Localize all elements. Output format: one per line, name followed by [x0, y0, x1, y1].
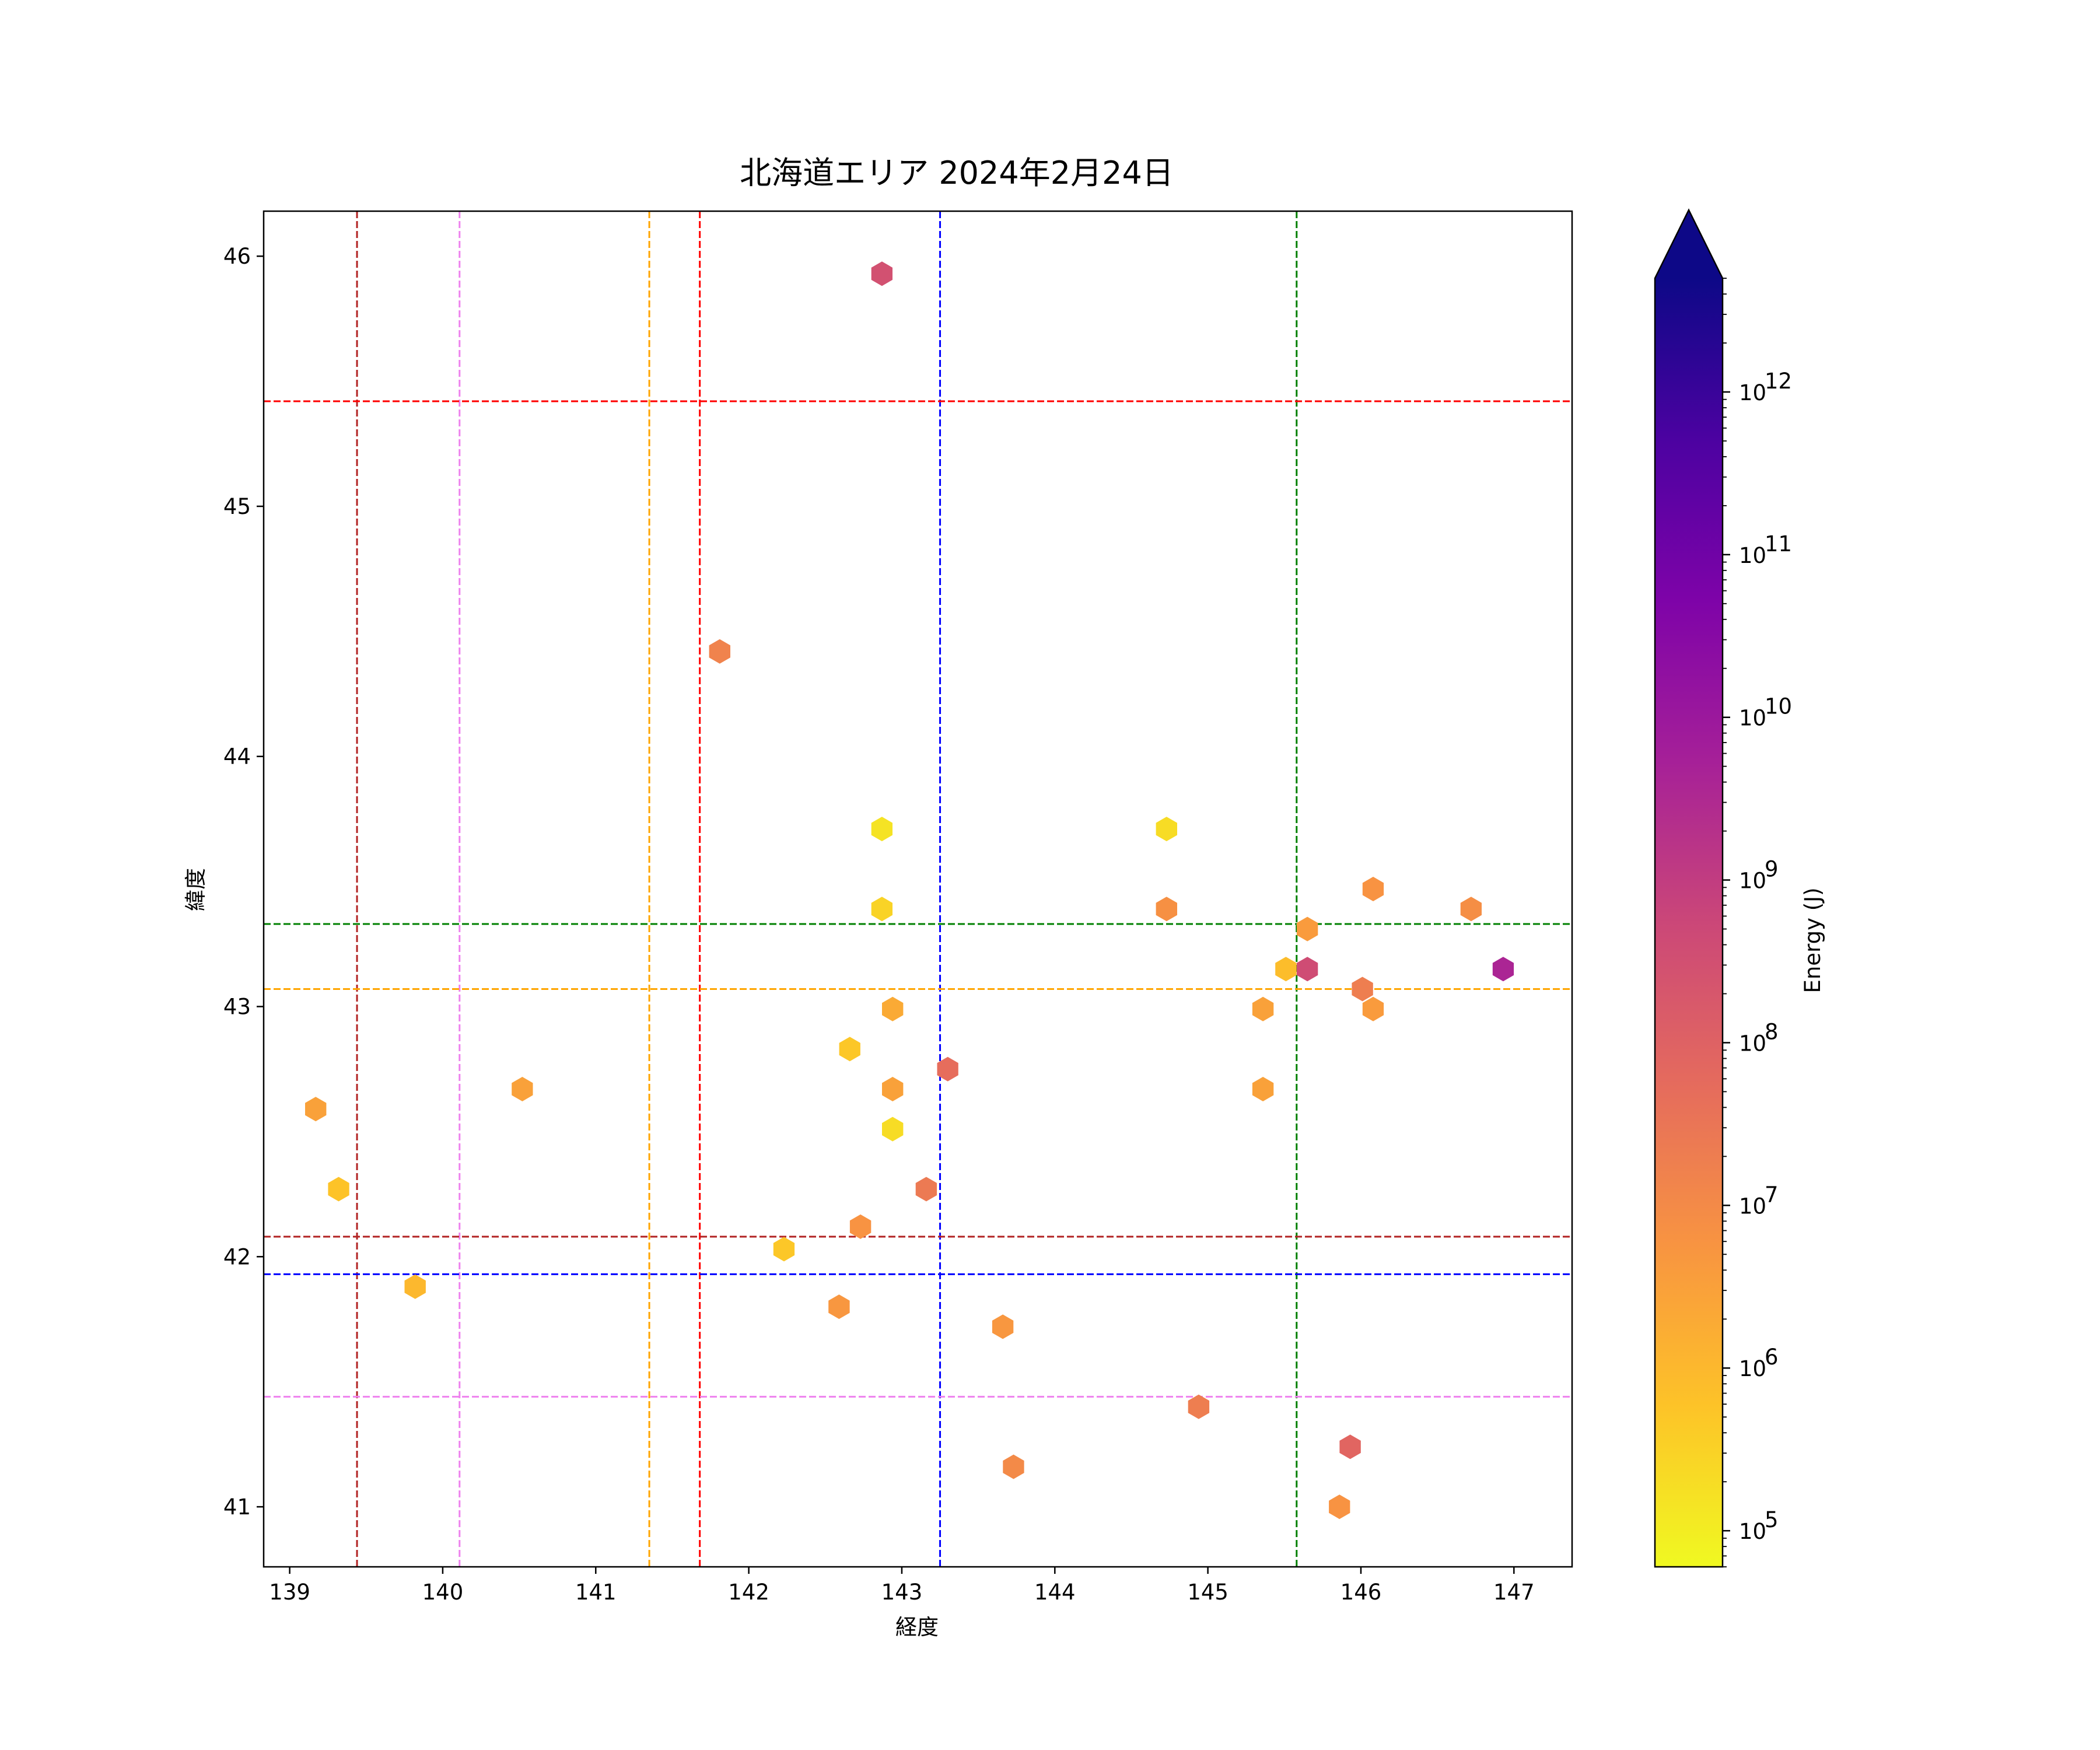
x-tick-label-7: 146 — [1340, 1580, 1382, 1605]
data-point-8 — [1297, 916, 1318, 942]
y-axis-label: 緯度 — [183, 868, 208, 911]
data-point-22 — [882, 1116, 904, 1142]
colorbar-tick-base-2: 10 — [1739, 1194, 1766, 1219]
data-point-30 — [1188, 1394, 1210, 1419]
data-point-24 — [915, 1177, 937, 1202]
data-point-31 — [1339, 1434, 1361, 1460]
colorbar-tick-base-3: 10 — [1739, 1031, 1766, 1056]
x-tick-label-3: 142 — [728, 1580, 769, 1605]
data-point-6 — [1362, 877, 1384, 901]
x-tick-label-4: 143 — [881, 1580, 923, 1605]
plot-frame — [262, 210, 1573, 1568]
x-tick-label-0: 139 — [269, 1580, 310, 1605]
y-tick-label-3: 44 — [223, 744, 251, 769]
chart-title: 北海道エリア 2024年2月24日 — [740, 155, 1174, 191]
data-point-28 — [828, 1294, 850, 1320]
colorbar-label: Energy (J) — [1800, 887, 1825, 993]
data-point-20 — [1252, 1077, 1274, 1101]
plot-background — [264, 211, 1572, 1567]
data-point-27 — [404, 1274, 426, 1299]
data-point-26 — [773, 1237, 795, 1262]
data-point-9 — [1275, 957, 1297, 982]
x-tick-label-2: 141 — [575, 1580, 617, 1605]
x-tick-label-8: 147 — [1493, 1580, 1535, 1605]
colorbar-tick-base-6: 10 — [1739, 543, 1766, 568]
colorbar-tick-exponent-5: 10 — [1765, 694, 1792, 719]
data-point-21 — [305, 1097, 327, 1122]
data-point-5 — [1156, 897, 1177, 922]
data-point-11 — [1492, 957, 1514, 982]
data-point-32 — [1003, 1454, 1024, 1479]
colorbar-gradient — [1655, 278, 1723, 1567]
data-point-25 — [849, 1214, 872, 1239]
x-tick-label-1: 140 — [422, 1580, 464, 1605]
x-axis: 139 140 141 142 143 144 145 146 147 — [269, 1567, 1535, 1605]
colorbar-tick-base-4: 10 — [1739, 869, 1766, 894]
plot-area — [262, 210, 1573, 1568]
data-point-3 — [1156, 817, 1177, 842]
colorbar-tick-exponent-2: 7 — [1765, 1182, 1779, 1207]
y-tick-label-1: 42 — [223, 1244, 251, 1269]
data-point-4 — [871, 897, 892, 922]
colorbar-tick-exponent-7: 12 — [1765, 369, 1792, 394]
data-point-15 — [1362, 996, 1384, 1021]
colorbar-tick-label-3: 108 — [1739, 1019, 1779, 1056]
x-axis-label: 経度 — [895, 1615, 939, 1640]
colorbar-tick-base-5: 10 — [1739, 706, 1766, 731]
data-point-19 — [882, 1077, 904, 1101]
colorbar-tick-base-7: 10 — [1739, 380, 1766, 405]
y-tick-label-0: 41 — [223, 1494, 251, 1520]
colorbar-tick-exponent-1: 6 — [1765, 1345, 1779, 1370]
data-point-29 — [992, 1314, 1014, 1339]
colorbar-extend-arrow — [1655, 210, 1723, 278]
data-point-0 — [871, 261, 892, 286]
colorbar-tick-label-0: 105 — [1739, 1507, 1779, 1544]
data-point-17 — [937, 1056, 958, 1082]
data-point-23 — [328, 1177, 349, 1202]
colorbar-tick-base-0: 10 — [1739, 1519, 1766, 1544]
colorbar-tick-exponent-6: 11 — [1765, 531, 1792, 556]
data-point-18 — [512, 1077, 533, 1101]
x-tick-label-5: 144 — [1034, 1580, 1076, 1605]
colorbar-tick-label-4: 109 — [1739, 857, 1779, 894]
y-tick-label-5: 46 — [223, 244, 251, 269]
data-point-1 — [709, 639, 730, 664]
data-point-33 — [1329, 1494, 1350, 1520]
y-axis: 41 42 43 44 45 46 — [223, 244, 264, 1520]
data-point-13 — [882, 996, 904, 1021]
colorbar-tick-exponent-3: 8 — [1765, 1019, 1779, 1044]
data-point-7 — [1460, 897, 1482, 922]
data-points — [305, 261, 1514, 1520]
y-tick-label-2: 43 — [223, 995, 251, 1020]
colorbar-tick-label-2: 107 — [1739, 1182, 1779, 1219]
data-point-2 — [871, 817, 892, 842]
data-point-12 — [1352, 977, 1373, 1002]
colorbar-outline — [1654, 208, 1724, 1568]
x-tick-label-6: 145 — [1187, 1580, 1228, 1605]
colorbar-tick-base-1: 10 — [1739, 1356, 1766, 1381]
colorbar-tick-exponent-0: 5 — [1765, 1507, 1779, 1532]
data-point-16 — [839, 1037, 860, 1062]
data-point-10 — [1297, 957, 1318, 982]
reference-lines — [264, 211, 1572, 1567]
colorbar-tick-label-1: 106 — [1739, 1345, 1779, 1381]
data-point-14 — [1252, 996, 1274, 1021]
y-tick-label-4: 45 — [223, 494, 251, 519]
colorbar-tick-exponent-4: 9 — [1765, 857, 1779, 882]
